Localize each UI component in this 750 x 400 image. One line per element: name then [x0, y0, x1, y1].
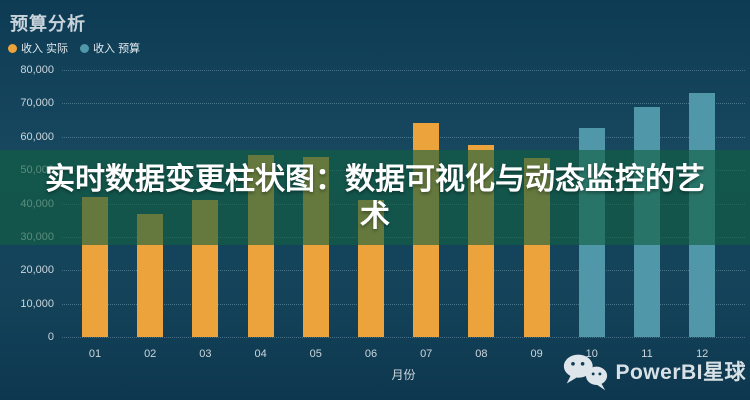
- legend-label-budget: 收入 预算: [93, 43, 141, 55]
- legend: 收入 实际 收入 预算: [8, 40, 140, 56]
- x-axis-title: 月份: [391, 368, 416, 382]
- gridline-0: [62, 337, 745, 338]
- chart-title: 预算分析: [10, 14, 86, 34]
- caption-overlay-band: 实时数据变更柱状图：数据可视化与动态监控的艺术: [0, 150, 750, 245]
- gridline-70000: [62, 103, 745, 105]
- x-axis-label-02: 02: [144, 348, 157, 360]
- x-axis-label-05: 05: [309, 348, 322, 360]
- gridline-20000: [62, 270, 745, 272]
- y-axis-label-0: 0: [47, 331, 54, 343]
- watermark-text: PowerBI星球: [615, 361, 746, 384]
- y-axis-label-20000: 20,000: [20, 264, 54, 277]
- x-axis-label-07: 07: [420, 348, 433, 360]
- legend-item-actual[interactable]: 收入 实际: [8, 40, 68, 56]
- gridline-60000: [62, 136, 745, 138]
- y-axis-label-70000: 70,000: [20, 97, 54, 110]
- legend-label-actual: 收入 实际: [21, 43, 69, 55]
- x-axis-label-06: 06: [364, 348, 378, 360]
- y-axis-label-60000: 60,000: [20, 130, 54, 143]
- legend-dot-actual-icon: [8, 43, 17, 53]
- legend-item-budget[interactable]: 收入 预算: [80, 40, 140, 56]
- wechat-icon: [560, 350, 610, 392]
- x-axis-label-10: 10: [585, 348, 598, 360]
- legend-dot-budget-icon: [80, 43, 90, 53]
- gridline-10000: [62, 303, 745, 305]
- watermark: PowerBI星球: [560, 350, 746, 392]
- x-axis-label-12: 12: [696, 348, 709, 360]
- y-axis-label-10000: 10,000: [20, 297, 54, 310]
- x-axis-label-01: 01: [88, 348, 102, 360]
- x-axis-label-03: 03: [199, 348, 212, 360]
- x-axis-label-04: 04: [254, 348, 267, 360]
- gridline-80000: [62, 70, 745, 71]
- x-axis-label-08: 08: [475, 348, 488, 360]
- x-axis-label-11: 11: [641, 348, 653, 360]
- x-axis-label-09: 09: [530, 348, 543, 360]
- y-axis-label-80000: 80,000: [20, 64, 54, 76]
- caption-overlay-title: 实时数据变更柱状图：数据可视化与动态监控的艺术: [45, 162, 705, 233]
